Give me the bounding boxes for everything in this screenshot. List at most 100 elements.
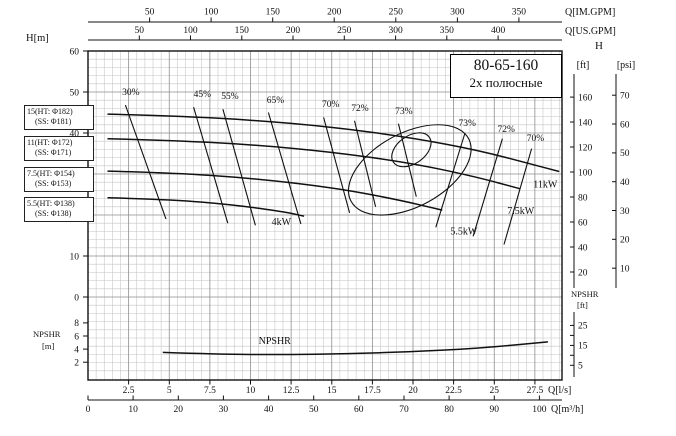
tick-ls: 17.5: [364, 386, 381, 396]
tick-h-ft: 40: [578, 243, 588, 253]
grid-minor: [88, 51, 562, 380]
efficiency-label: 73%: [395, 107, 413, 117]
tick-us-gpm: 50: [135, 26, 145, 36]
power-label: 11kW: [533, 180, 558, 191]
tick-ls: 15: [327, 386, 337, 396]
pump-poles-label: 2х полюсные: [469, 75, 543, 90]
tick-us-gpm: 400: [491, 26, 506, 36]
tick-m3h: 100: [532, 405, 547, 415]
tick-h-ft: 120: [578, 143, 593, 153]
tick-m3h: 80: [444, 405, 454, 415]
head-curve-Φ154: [107, 170, 443, 211]
efficiency-label: 70%: [322, 100, 340, 110]
efficiency-line: [353, 120, 377, 207]
tick-ls: 25: [490, 386, 500, 396]
tick-h-m: 0: [74, 293, 79, 303]
axis-label-npshr-right: NPSHR: [571, 289, 599, 299]
efficiency-label: 30%: [122, 88, 140, 98]
impeller-ht-label: 11(HT: Φ172): [27, 138, 73, 147]
tick-m3h: 20: [174, 405, 184, 415]
tick-h-ft: 100: [578, 168, 593, 178]
pump-model: 80-65-160: [473, 57, 539, 74]
tick-h-m: 50: [70, 88, 80, 98]
axis-label-m3h: Q[m³/h]: [551, 404, 583, 415]
head-curve-Φ182: [107, 113, 560, 173]
efficiency-line: [267, 112, 302, 225]
efficiency-line: [397, 123, 417, 197]
tick-ls: 22.5: [445, 386, 462, 396]
tick-h-ft: 20: [578, 268, 588, 278]
tick-h-psi: 40: [620, 178, 630, 188]
tick-m3h: 70: [399, 405, 409, 415]
tick-npshr-m: 2: [74, 359, 79, 369]
tick-ls: 5: [167, 386, 172, 396]
head-curve-Φ138: [107, 197, 305, 217]
tick-us-gpm: 200: [286, 26, 301, 36]
axis-label-h-ft: [ft]: [577, 60, 590, 71]
efficiency-label: 73%: [459, 119, 477, 129]
tick-h-psi: 50: [620, 149, 630, 159]
power-label: 5.5kW: [450, 227, 478, 238]
efficiency-label: 72%: [498, 125, 516, 135]
efficiency-loop: [347, 124, 472, 216]
efficiency-line: [435, 132, 466, 228]
tick-h-ft: 60: [578, 218, 588, 228]
tick-ls: 27.5: [527, 386, 544, 396]
axis-header-h: H: [595, 40, 603, 52]
tick-m3h: 60: [354, 405, 364, 415]
grid-major: [88, 51, 562, 380]
efficiency-line: [472, 138, 503, 237]
tick-im-gpm: 300: [450, 8, 465, 18]
axis-label-ls: Q[l/s]: [548, 385, 571, 396]
npshr-curve: [162, 341, 548, 356]
efficiency-line: [222, 109, 256, 226]
efficiency-label: 70%: [527, 134, 545, 144]
tick-h-psi: 60: [620, 120, 630, 130]
efficiency-label: 45%: [194, 90, 212, 100]
tick-us-gpm: 300: [388, 26, 403, 36]
tick-ls: 12.5: [283, 386, 300, 396]
axis-label-us-gpm: Q[US.GPM]: [565, 26, 616, 37]
efficiency-loop: [391, 132, 432, 168]
pump-model-box: 80-65-160 2х полюсные: [450, 54, 562, 98]
tick-m3h: 0: [86, 405, 91, 415]
axis-label-im-gpm: Q[IM.GPM]: [565, 7, 615, 18]
impeller-ss-label: (SS: Φ153): [35, 179, 72, 189]
tick-m3h: 50: [309, 405, 319, 415]
tick-npshr-ft: 25: [578, 322, 588, 332]
tick-m3h: 30: [219, 405, 229, 415]
efficiency-label: 72%: [351, 104, 369, 114]
tick-h-psi: 20: [620, 236, 630, 246]
efficiency-label: 55%: [221, 92, 239, 102]
tick-h-m: 40: [70, 129, 80, 139]
tick-h-ft: 80: [578, 193, 588, 203]
tick-npshr-ft: 15: [578, 342, 588, 352]
tick-us-gpm: 150: [235, 26, 250, 36]
tick-ls: 20: [408, 386, 418, 396]
tick-ls: 7.5: [204, 386, 216, 396]
tick-m3h: 90: [490, 405, 500, 415]
impeller-ht-label: 5.5(HT: Φ138): [27, 199, 75, 208]
impeller-box-15kw: 15(HT: Φ182) (SS: Φ181): [24, 105, 94, 130]
tick-h-ft: 140: [578, 118, 593, 128]
tick-us-gpm: 100: [183, 26, 198, 36]
impeller-box-11kw: 11(HT: Φ172) (SS: Φ171): [24, 136, 94, 161]
impeller-ht-label: 7.5(HT: Φ154): [27, 169, 75, 178]
axis-label-npshr-ft-unit: [ft]: [577, 300, 588, 310]
tick-npshr-m: 8: [74, 319, 79, 329]
axis-label-npshr-left: NPSHR: [33, 329, 61, 339]
efficiency-line: [323, 117, 351, 214]
tick-npshr-m: 4: [74, 345, 79, 355]
tick-ls: 2.5: [123, 386, 135, 396]
tick-h-m: 10: [70, 252, 80, 262]
impeller-box-7-5kw: 7.5(HT: Φ154) (SS: Φ153): [24, 167, 94, 192]
impeller-ss-label: (SS: Φ181): [35, 117, 72, 127]
impeller-ht-label: 15(HT: Φ182): [27, 107, 73, 116]
impeller-ss-label: (SS: Φ171): [35, 148, 72, 158]
tick-npshr-m: 6: [74, 332, 79, 342]
tick-m3h: 10: [128, 405, 138, 415]
tick-us-gpm: 250: [337, 26, 352, 36]
tick-m3h: 40: [264, 405, 274, 415]
efficiency-line: [193, 107, 229, 224]
